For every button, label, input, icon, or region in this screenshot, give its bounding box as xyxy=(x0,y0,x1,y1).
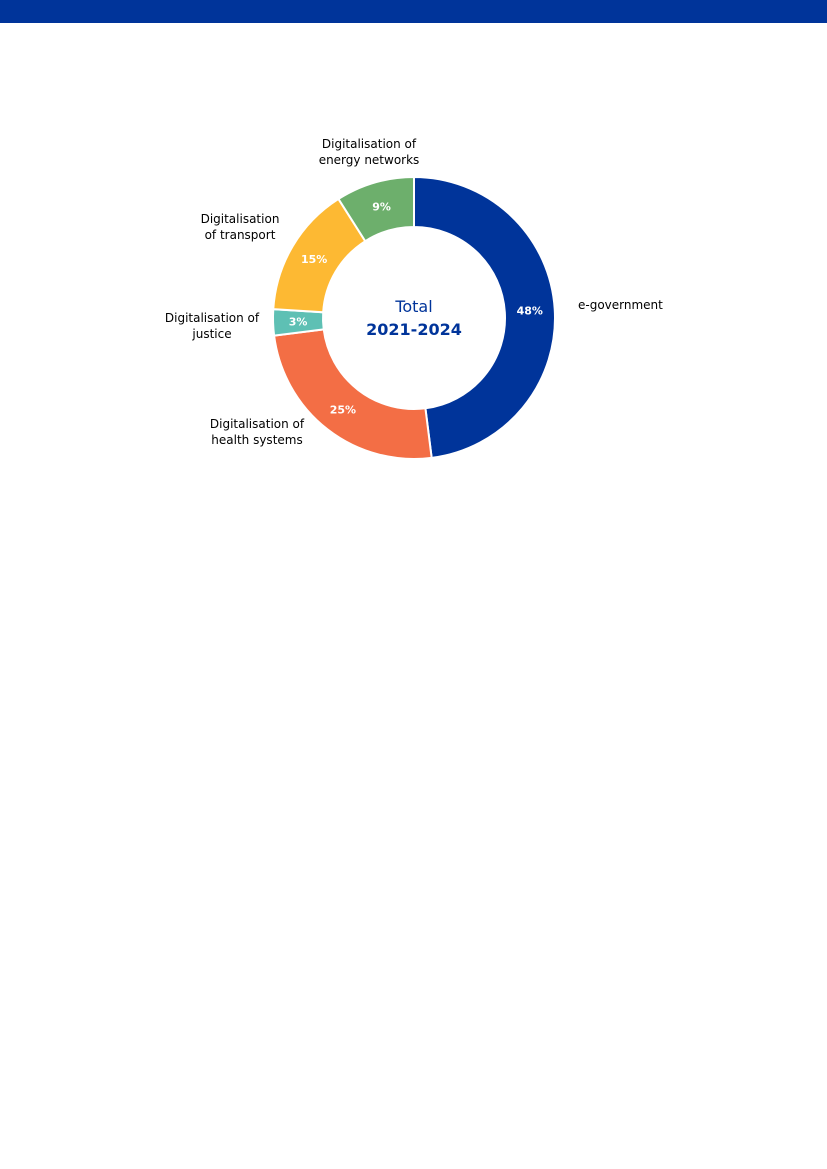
pct-label-transport: 15% xyxy=(301,253,327,266)
center-years-label: 2021-2024 xyxy=(366,320,462,339)
category-label-justice: Digitalisation of justice xyxy=(165,311,260,341)
center-total-label: Total xyxy=(394,297,432,316)
category-label-energy-networks: Digitalisation of energy networks xyxy=(319,137,420,167)
donut-slices xyxy=(272,175,556,460)
slice-health-systems xyxy=(272,328,433,460)
category-labels: e-government Digitalisation of health syst… xyxy=(165,137,663,447)
pct-label-e-government: 48% xyxy=(517,305,543,318)
pct-label-health-systems: 25% xyxy=(330,404,356,417)
slice-e-government xyxy=(413,175,556,460)
pct-label-justice: 3% xyxy=(289,316,308,329)
category-label-health-systems: Digitalisation of health systems xyxy=(210,417,305,447)
slice-energy-networks xyxy=(337,175,415,243)
top-header-bar xyxy=(0,0,827,23)
category-label-e-government: e-government xyxy=(578,298,663,312)
pct-label-energy-networks: 9% xyxy=(372,201,391,214)
category-label-transport: Digitalisation of transport xyxy=(201,212,280,242)
percentage-labels: 48% 25% 3% 15% 9% xyxy=(289,201,543,417)
